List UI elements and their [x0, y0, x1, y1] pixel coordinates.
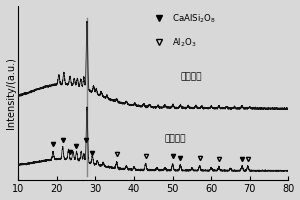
Text: 实施例三: 实施例三 [165, 135, 186, 144]
Y-axis label: Intensity/(a.u.): Intensity/(a.u.) [6, 57, 16, 129]
Text: Al$_2$O$_3$: Al$_2$O$_3$ [172, 37, 197, 49]
Text: CaAlSi$_2$O$_8$: CaAlSi$_2$O$_8$ [172, 13, 216, 25]
Text: 实施例一: 实施例一 [180, 73, 202, 82]
